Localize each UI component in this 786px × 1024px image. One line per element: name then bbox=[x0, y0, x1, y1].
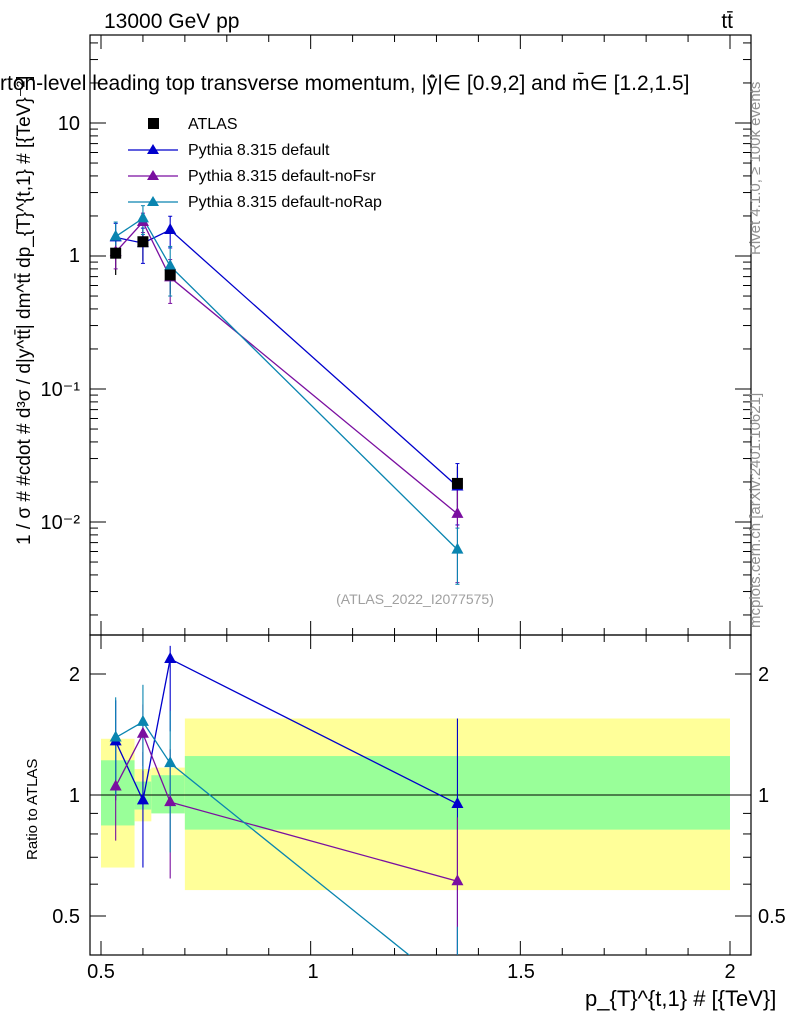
ratio-point-default bbox=[451, 796, 464, 808]
ratio-point-norap bbox=[109, 730, 122, 742]
ratio-point-nofsr bbox=[451, 874, 464, 886]
ratio-point-nofsr bbox=[109, 779, 122, 791]
main-y-axis-label: 1 / σ # #cdot # d³σ / d|y^tt̄| dm^tt̄ dp… bbox=[14, 76, 35, 545]
plot-title: rton-level leading top transverse moment… bbox=[0, 72, 690, 95]
legend-marker-norap bbox=[147, 196, 159, 206]
series-lines bbox=[115, 217, 458, 955]
line-nofsr bbox=[115, 220, 458, 515]
legend-marker-default bbox=[147, 144, 159, 154]
line-default bbox=[115, 229, 458, 487]
point-norap bbox=[136, 211, 149, 223]
point-nofsr bbox=[451, 506, 464, 518]
point-atlas bbox=[137, 236, 149, 248]
main-y-tick-label: 1 bbox=[69, 245, 80, 267]
main-y-tick-label: 10⁻² bbox=[41, 512, 81, 534]
data-markers bbox=[109, 211, 464, 886]
ratio-y-axis-label: Ratio to ATLAS bbox=[24, 759, 41, 860]
mcplots-label: mcplots.cern.ch [arXiv:2401.10621] bbox=[747, 393, 764, 628]
ratio-y-tick-label: 1 bbox=[69, 785, 80, 807]
x-tick-label: 1.5 bbox=[507, 961, 535, 983]
line-norap bbox=[115, 217, 458, 551]
legend: ATLAS Pythia 8.315 default Pythia 8.315 … bbox=[128, 116, 382, 211]
legend-label-nofsr: Pythia 8.315 default-noFsr bbox=[188, 168, 376, 185]
point-norap bbox=[451, 542, 464, 554]
point-default bbox=[164, 222, 177, 234]
ratio-point-default bbox=[136, 793, 149, 805]
x-tick-label: 0.5 bbox=[87, 961, 115, 983]
energy-label: 13000 GeV pp bbox=[104, 10, 239, 33]
ratio-point-nofsr bbox=[164, 795, 177, 807]
x-tick-label: 1 bbox=[307, 961, 318, 983]
ratio-y-tick-label-right: 1 bbox=[758, 785, 769, 807]
axis-ticks bbox=[90, 35, 751, 955]
ratio-line-norap bbox=[115, 721, 411, 955]
ratio-line-nofsr bbox=[115, 732, 458, 882]
point-atlas bbox=[451, 477, 463, 489]
ratio-line-default bbox=[115, 657, 458, 805]
process-label: tt̄ bbox=[721, 10, 733, 33]
ratio-point-norap bbox=[164, 756, 177, 768]
main-y-tick-label: 10⁻¹ bbox=[41, 379, 81, 401]
point-norap bbox=[109, 229, 122, 241]
x-tick-label: 2 bbox=[724, 961, 735, 983]
ratio-y-tick-label-right: 0.5 bbox=[758, 906, 786, 928]
legend-marker-nofsr bbox=[147, 170, 159, 180]
rivet-label: Rivet 4.1.0, ≥ 100k events bbox=[747, 82, 764, 255]
analysis-watermark: (ATLAS_2022_I2077575) bbox=[336, 591, 494, 607]
legend-marker-atlas bbox=[148, 118, 159, 129]
legend-label-atlas: ATLAS bbox=[188, 116, 238, 133]
point-atlas bbox=[110, 247, 122, 259]
legend-label-default: Pythia 8.315 default bbox=[188, 142, 330, 159]
band-inner bbox=[151, 775, 185, 814]
ratio-point-default bbox=[164, 651, 177, 663]
ratio-uncertainty-bands bbox=[101, 718, 730, 891]
main-y-tick-label: 10 bbox=[58, 113, 80, 135]
ratio-y-tick-label: 2 bbox=[69, 664, 80, 686]
ratio-point-nofsr bbox=[136, 726, 149, 738]
point-atlas bbox=[164, 269, 176, 281]
x-axis-label: p_{T}^{t,1} # [{TeV}] bbox=[585, 986, 776, 1011]
ratio-point-norap bbox=[136, 714, 149, 726]
legend-label-norap: Pythia 8.315 default-noRap bbox=[188, 194, 382, 211]
point-norap bbox=[164, 259, 177, 271]
ratio-y-tick-label: 0.5 bbox=[52, 906, 80, 928]
ratio-y-tick-label-right: 2 bbox=[758, 664, 769, 686]
